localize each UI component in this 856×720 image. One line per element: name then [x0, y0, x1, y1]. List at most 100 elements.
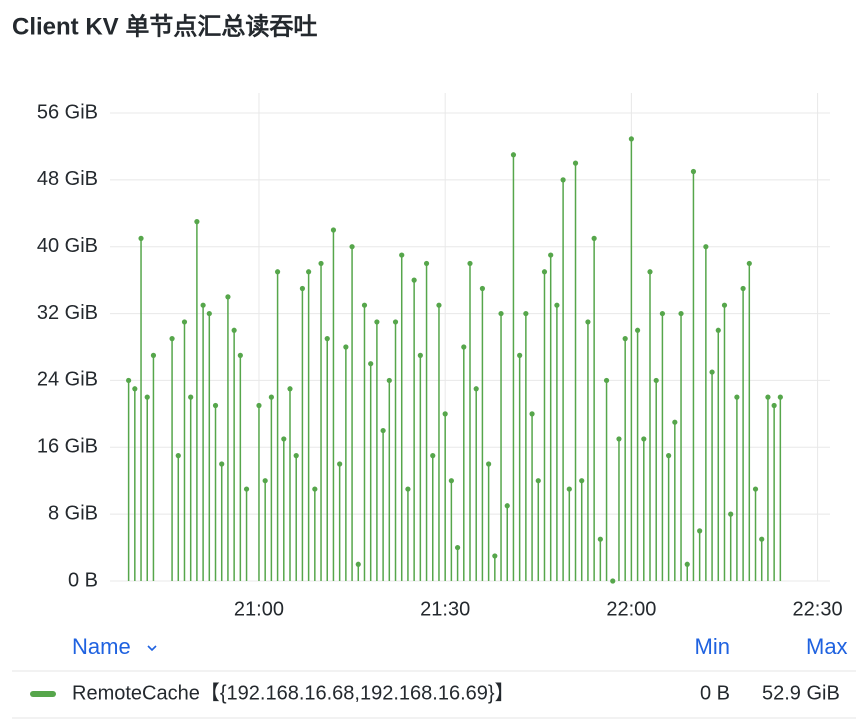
point — [206, 310, 212, 317]
x-tick-label: 21:30 — [420, 598, 470, 620]
point — [728, 511, 734, 517]
panel-title: Client KV 单节点汇总读吞吐 — [12, 12, 317, 40]
point — [634, 327, 641, 333]
x-tick-label: 21:00 — [234, 598, 284, 620]
point — [746, 260, 752, 267]
point — [492, 553, 498, 559]
point — [610, 578, 616, 584]
point — [430, 453, 436, 459]
point — [169, 336, 175, 342]
point — [138, 235, 144, 241]
legend-header-min[interactable]: Min — [695, 634, 730, 659]
point — [709, 369, 715, 375]
point — [262, 478, 268, 484]
point — [672, 419, 678, 425]
legend-header-max[interactable]: Max — [806, 634, 848, 659]
point — [330, 227, 337, 233]
point — [287, 386, 293, 392]
point — [411, 277, 417, 283]
point — [355, 561, 361, 567]
point — [194, 219, 200, 225]
legend-header-name[interactable]: Name — [72, 634, 131, 659]
point — [765, 394, 771, 400]
sort-icon — [147, 645, 157, 652]
point — [752, 486, 759, 492]
y-tick-label: 24 GiB — [37, 369, 98, 391]
point — [479, 285, 486, 292]
point — [274, 269, 281, 275]
point — [579, 478, 585, 484]
point — [498, 310, 504, 317]
point — [597, 536, 603, 542]
point — [486, 461, 492, 467]
point — [554, 302, 560, 308]
point — [771, 402, 777, 409]
point — [306, 269, 312, 275]
point — [541, 269, 548, 275]
y-tick-label: 16 GiB — [37, 436, 98, 458]
point — [616, 436, 622, 442]
point — [237, 352, 243, 358]
point — [405, 486, 411, 492]
point — [417, 352, 423, 358]
point — [293, 453, 299, 459]
point — [436, 302, 442, 308]
point — [231, 327, 237, 333]
x-tick-label: 22:30 — [793, 598, 843, 620]
point — [529, 411, 535, 417]
point — [225, 294, 231, 300]
point — [324, 336, 330, 342]
legend-name: RemoteCache【{192.168.16.68,192.168.16.69… — [72, 682, 515, 704]
point — [697, 528, 703, 534]
point — [181, 319, 188, 325]
point — [256, 402, 262, 409]
point — [603, 377, 610, 384]
point — [659, 310, 666, 317]
point — [690, 168, 697, 175]
point — [777, 394, 783, 400]
legend-swatch — [30, 691, 56, 697]
point — [461, 344, 467, 350]
point — [647, 269, 653, 275]
point — [200, 302, 206, 308]
point — [535, 478, 541, 484]
point — [653, 377, 659, 384]
point — [759, 536, 765, 542]
point — [212, 402, 219, 409]
point — [318, 260, 324, 267]
point — [392, 319, 399, 325]
point — [628, 136, 634, 142]
point — [380, 427, 386, 434]
point — [399, 252, 405, 258]
point — [585, 319, 591, 325]
point — [560, 177, 566, 183]
point — [361, 302, 368, 308]
point — [349, 244, 355, 250]
point — [368, 361, 374, 367]
point — [374, 319, 380, 325]
point — [132, 386, 138, 392]
point — [144, 394, 150, 400]
point — [703, 244, 709, 250]
legend-min: 0 B — [700, 682, 730, 704]
point — [666, 453, 672, 459]
point — [442, 411, 448, 417]
point — [517, 352, 523, 358]
x-tick-label: 22:00 — [606, 598, 656, 620]
y-tick-label: 0 B — [68, 569, 98, 591]
point — [299, 285, 306, 292]
y-tick-label: 8 GiB — [48, 502, 98, 524]
point — [721, 302, 728, 308]
point — [150, 352, 157, 358]
point — [386, 377, 392, 384]
point — [591, 235, 597, 241]
point — [188, 394, 194, 400]
point — [312, 486, 318, 492]
point — [175, 453, 181, 459]
point — [126, 377, 132, 384]
point — [734, 394, 740, 400]
point — [684, 561, 690, 567]
point — [641, 436, 647, 442]
point — [510, 152, 517, 158]
